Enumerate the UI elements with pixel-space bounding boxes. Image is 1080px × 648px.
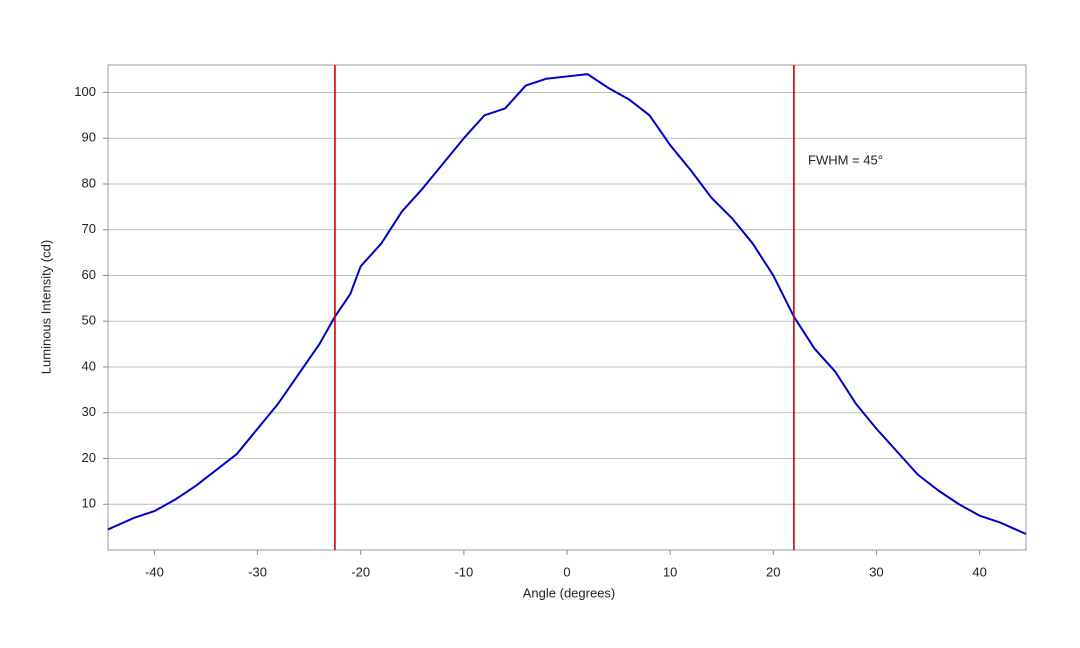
x-axis-label: Angle (degrees): [523, 585, 616, 600]
data-line: [107, 73, 1027, 535]
x-tick-label: 30: [869, 564, 883, 579]
annotation: FWHM = 45°: [808, 152, 883, 167]
y-tick-label: 70: [82, 221, 96, 236]
y-tick-label: 100: [74, 84, 96, 99]
x-tick-label: 10: [663, 564, 677, 579]
plot-frame: [107, 64, 1027, 551]
x-tick-label: 0: [563, 564, 570, 579]
x-tick-label: -10: [454, 564, 473, 579]
y-tick-label: 20: [82, 450, 96, 465]
y-tick-label: 10: [82, 496, 96, 511]
y-tick-label: 90: [82, 130, 96, 145]
x-tick-label: -30: [248, 564, 267, 579]
y-tick-label: 80: [82, 175, 96, 190]
y-tick-label: 30: [82, 404, 96, 419]
y-tick-label: 40: [82, 358, 96, 373]
x-tick-label: 40: [972, 564, 986, 579]
x-tick-label: -20: [351, 564, 370, 579]
y-tick-label: 60: [82, 267, 96, 282]
y-axis-label: Luminous Intensity (cd): [38, 240, 53, 374]
x-tick-label: 20: [766, 564, 780, 579]
x-tick-label: -40: [145, 564, 164, 579]
y-tick-label: 50: [82, 313, 96, 328]
